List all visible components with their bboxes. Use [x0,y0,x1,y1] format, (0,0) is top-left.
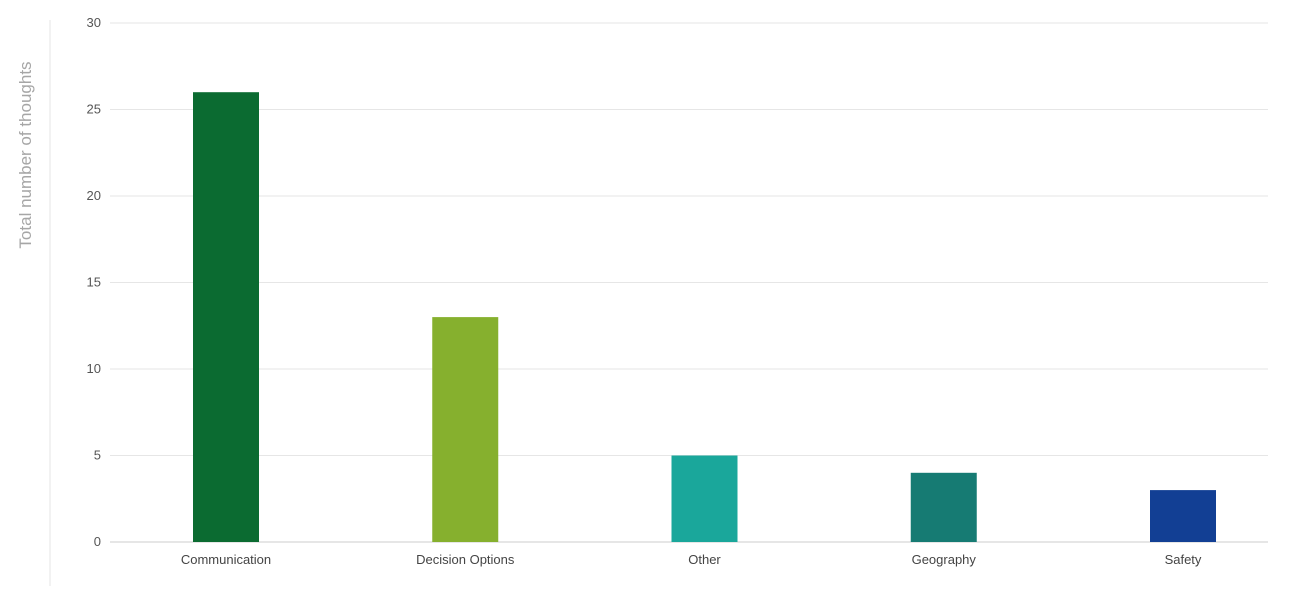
x-tick-label: Other [688,552,721,567]
y-tick-label: 15 [87,275,101,290]
y-tick-label: 0 [94,534,101,549]
bar-safety [1150,490,1216,542]
bar-other [671,455,738,542]
x-tick-label: Decision Options [416,552,515,567]
x-tick-label: Communication [181,552,271,567]
bar-geography [910,472,977,542]
y-tick-labels: 0 5 10 15 20 25 30 [87,15,101,549]
y-tick-label: 5 [94,448,101,463]
bars [193,92,1216,542]
y-tick-label: 30 [87,15,101,30]
x-tick-labels: Communication Decision Options Other Geogra… [181,552,1202,567]
bar-communication [193,92,259,542]
x-tick-label: Safety [1165,552,1202,567]
bar-decision-options [432,317,499,542]
y-tick-label: 10 [87,361,101,376]
y-tick-label: 25 [87,102,101,117]
x-tick-label: Geography [912,552,977,567]
y-tick-label: 20 [87,188,101,203]
y-axis-label: Total number of thoughts [16,61,35,248]
